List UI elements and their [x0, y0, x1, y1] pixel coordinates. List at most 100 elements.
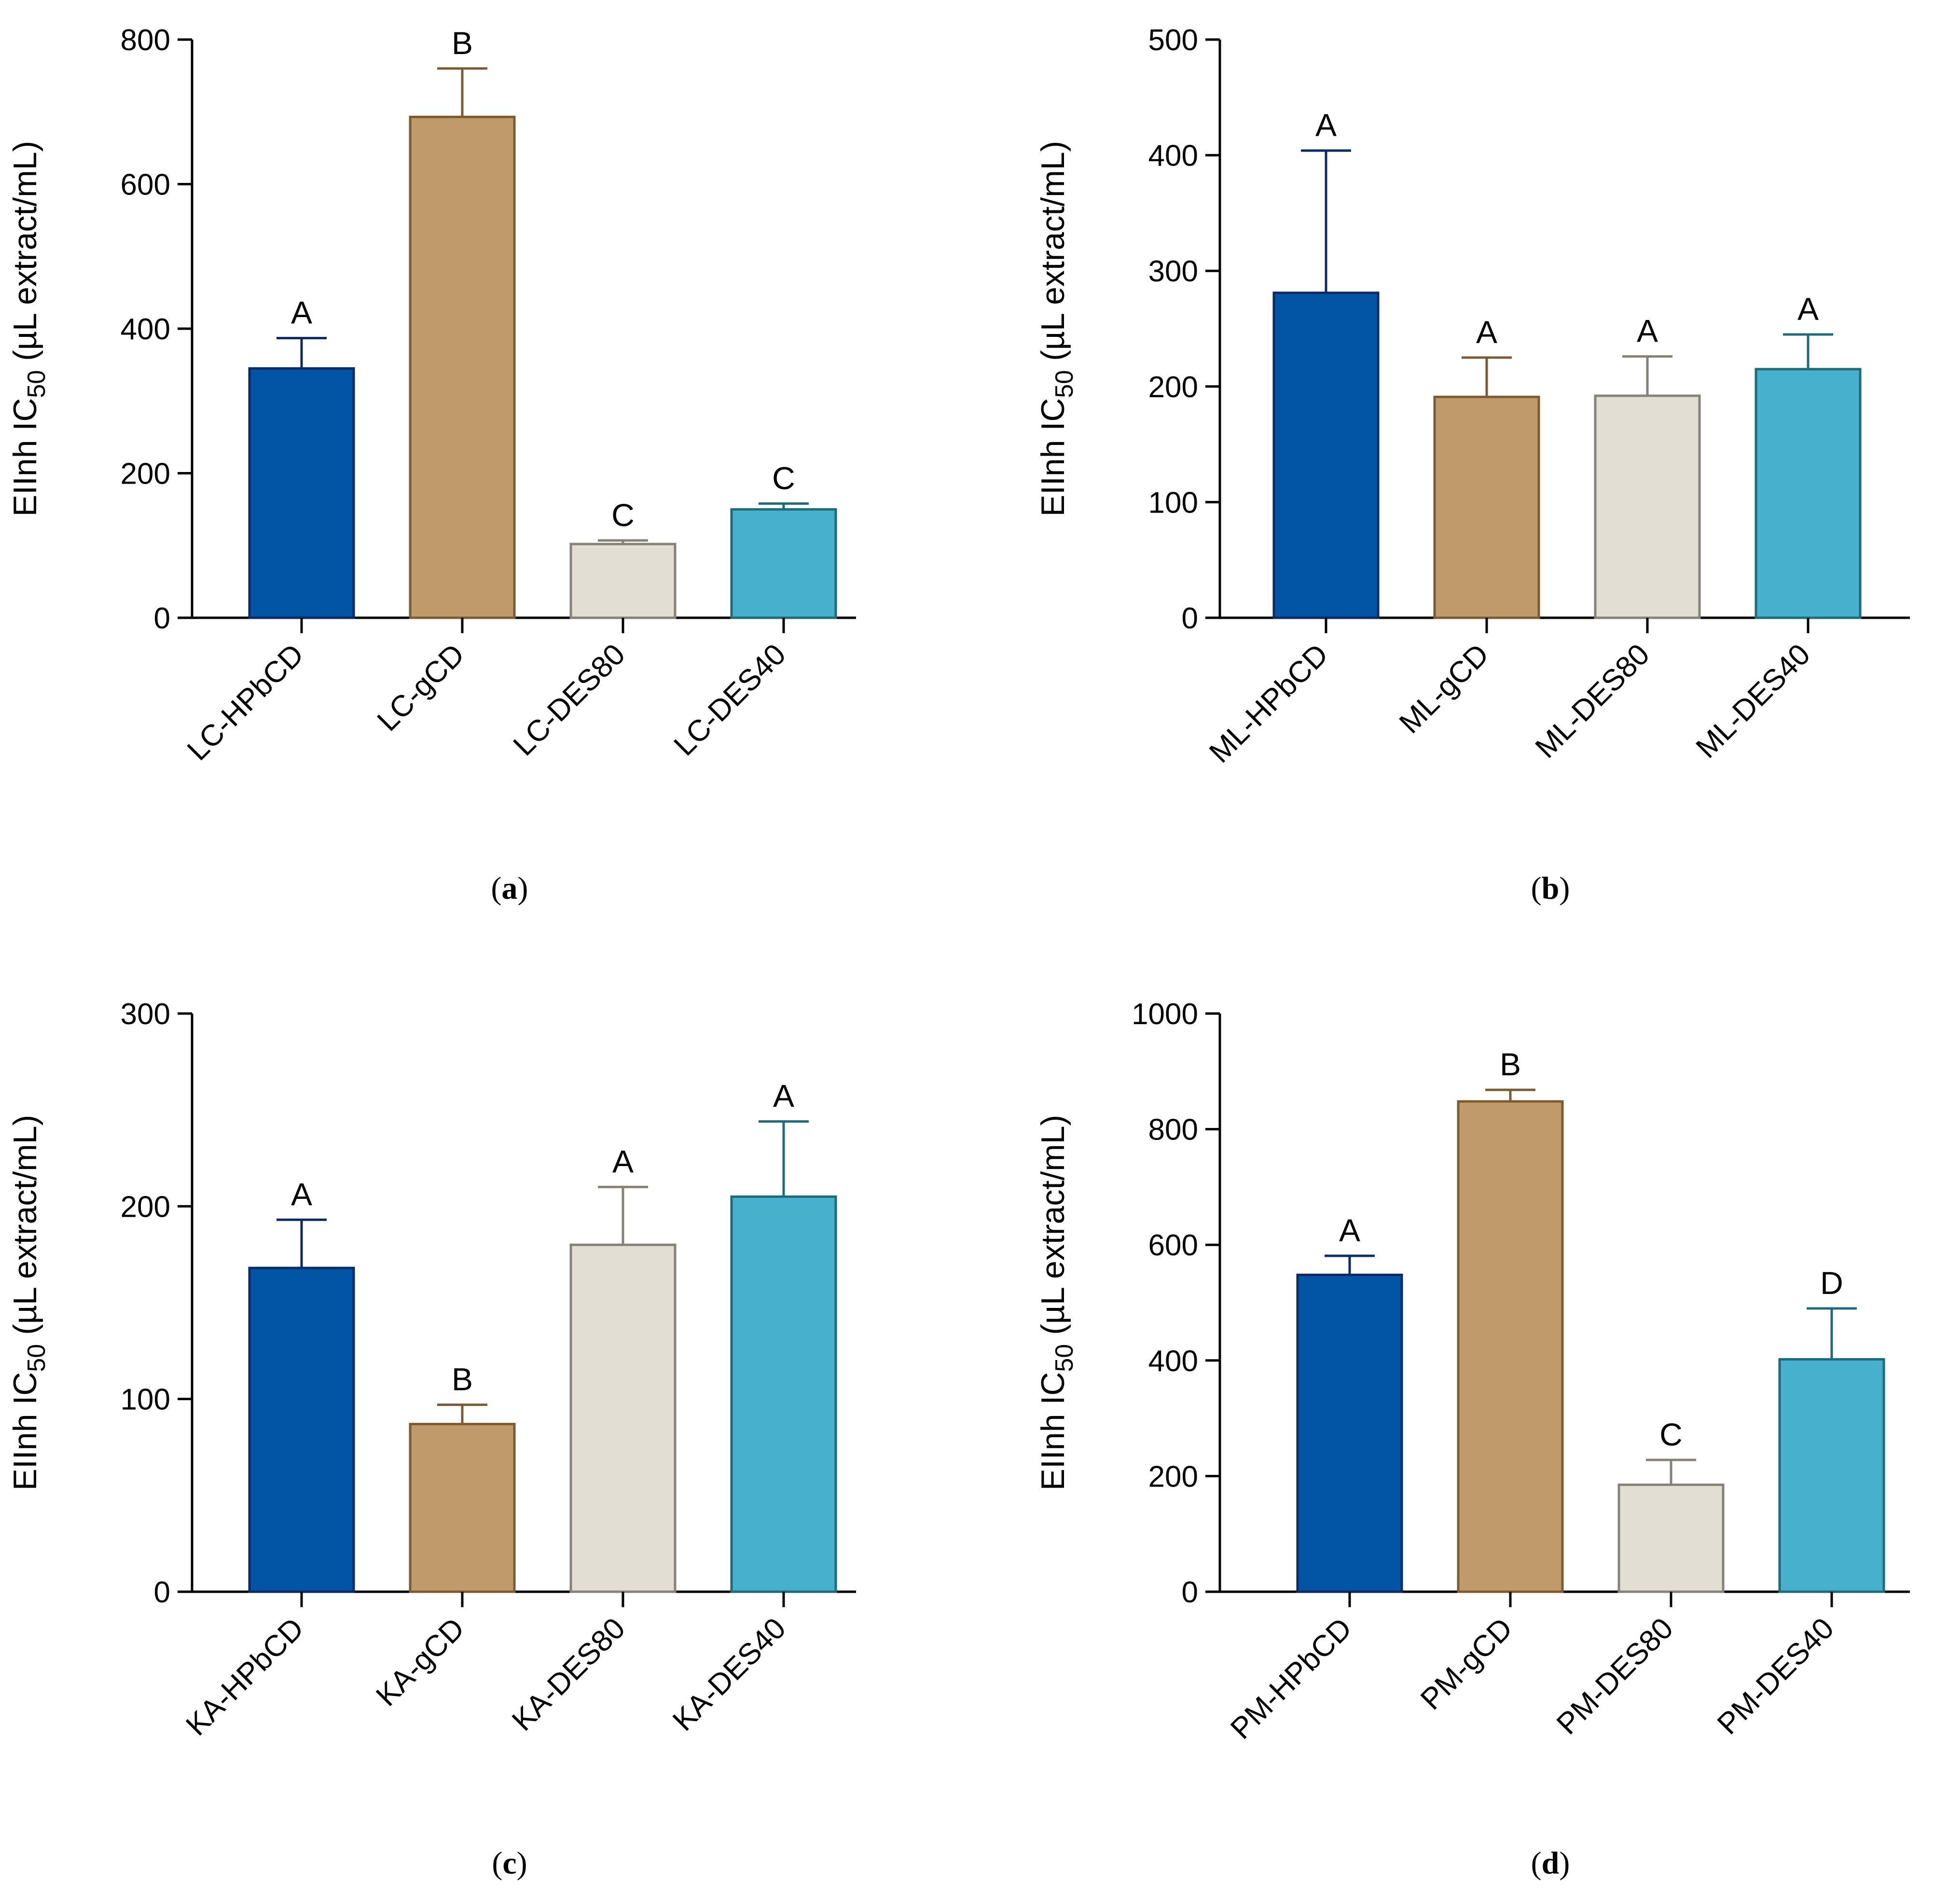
y-axis-label: EIInh IC50 (µL extract/mL)	[7, 141, 51, 517]
y-axis-label-main: EIInh IC	[1035, 1372, 1071, 1491]
y-tick-label: 200	[121, 458, 170, 491]
x-tick-label: ML-gCD	[1393, 638, 1495, 740]
panel-label-close: )	[518, 871, 528, 906]
significance-letter: C	[1659, 1417, 1683, 1452]
y-tick-label: 600	[1148, 1229, 1198, 1262]
significance-letter: D	[1820, 1265, 1843, 1301]
panel-label-letter: b	[1542, 871, 1560, 906]
significance-letter: B	[452, 1362, 473, 1397]
bar	[730, 1195, 837, 1593]
x-tick-label: PM-gCD	[1414, 1612, 1519, 1716]
bar	[409, 1423, 516, 1593]
panel-label: (c)	[492, 1846, 527, 1881]
x-tick-label: LC-HPbCD	[181, 638, 310, 767]
y-tick-label: 400	[1148, 139, 1198, 173]
bar	[1755, 368, 1862, 619]
y-tick-label: 100	[1148, 486, 1198, 519]
x-tick-label: KA-gCD	[370, 1612, 471, 1713]
y-tick-label: 300	[121, 998, 170, 1031]
bar	[569, 542, 677, 619]
bar	[1296, 1273, 1403, 1593]
bar	[1457, 1100, 1564, 1593]
y-axis-label-unit: (µL extract/mL)	[7, 1115, 43, 1344]
y-axis-label-subscript: 50	[1050, 1344, 1078, 1372]
significance-letter: A	[773, 1078, 794, 1114]
y-tick-label: 500	[1148, 24, 1198, 57]
y-tick-label: 0	[1182, 1576, 1198, 1609]
x-tick-label: ML-HPbCD	[1203, 638, 1335, 769]
panel-label-letter: d	[1542, 1846, 1560, 1881]
panel-label: (d)	[1531, 1846, 1570, 1881]
bar	[569, 1243, 677, 1593]
y-tick-label: 400	[1148, 1345, 1198, 1378]
x-tick-label: KA-DES80	[506, 1612, 632, 1737]
y-tick-label: 800	[1148, 1113, 1198, 1147]
chart-panel-a: 0 200 400 600 800 EIInh IC50 (µL extract/mL) A…	[7, 24, 856, 906]
y-tick-label: 600	[121, 168, 170, 202]
significance-letter: C	[772, 460, 795, 496]
y-tick-label: 400	[121, 313, 170, 346]
significance-letter: C	[611, 497, 635, 533]
bar	[409, 115, 516, 619]
panel-label: (b)	[1531, 871, 1570, 906]
panel-label-close: )	[517, 1846, 527, 1881]
y-axis-label-subscript: 50	[23, 1344, 51, 1372]
y-tick-label: 200	[1148, 371, 1198, 404]
x-tick-label: ML-DES80	[1529, 638, 1656, 764]
significance-letter: A	[291, 294, 312, 330]
y-axis-label-unit: (µL extract/mL)	[7, 141, 43, 370]
y-tick-label: 100	[121, 1383, 170, 1417]
panel-label-open: (	[492, 1846, 502, 1881]
y-axis-label-unit: (µL extract/mL)	[1035, 1115, 1071, 1344]
panel-label-close: )	[1559, 871, 1570, 906]
chart-panel-d: 0 200 400 600 800 1000 EIInh IC50 (µL extract/…	[1035, 998, 1910, 1881]
x-tick-label: ML-DES40	[1690, 638, 1817, 764]
bar	[1272, 292, 1380, 619]
chart-panel-b: 0 100 200 300 400 500 EIInh IC50 (µL extract/m…	[1035, 24, 1910, 906]
x-tick-label: KA-HPbCD	[180, 1612, 310, 1742]
y-tick-label: 0	[154, 602, 170, 635]
bar	[1617, 1483, 1725, 1593]
panel-label-letter: c	[502, 1846, 516, 1881]
significance-letter: A	[291, 1176, 312, 1212]
bar	[730, 508, 837, 619]
significance-letter: A	[1339, 1212, 1360, 1248]
panel-label-open: (	[491, 871, 502, 906]
bar	[248, 367, 355, 619]
y-axis-label: EIInh IC50 (µL extract/mL)	[1035, 141, 1078, 517]
x-tick-label: KA-DES40	[666, 1612, 792, 1737]
significance-letter: A	[612, 1143, 634, 1179]
y-tick-label: 200	[121, 1190, 170, 1223]
panel-label-close: )	[1559, 1846, 1570, 1881]
panel-label-open: (	[1531, 871, 1542, 906]
significance-letter: A	[1797, 291, 1819, 327]
bar	[1594, 394, 1701, 619]
y-axis-label-unit: (µL extract/mL)	[1035, 141, 1071, 370]
y-axis-label-main: EIInh IC	[7, 1372, 43, 1491]
bar	[1778, 1358, 1885, 1593]
y-axis-label-subscript: 50	[23, 370, 51, 398]
chart-panel-c: 0 100 200 300 EIInh IC50 (µL extract/mL) A KA-…	[7, 998, 856, 1881]
significance-letter: B	[452, 25, 473, 61]
x-tick-label: PM-DES40	[1711, 1612, 1840, 1741]
y-tick-label: 200	[1148, 1460, 1198, 1493]
y-axis-label-main: EIInh IC	[1035, 398, 1071, 517]
significance-letter: A	[1476, 314, 1497, 350]
y-tick-label: 1000	[1132, 998, 1198, 1031]
significance-letter: A	[1637, 313, 1658, 349]
significance-letter: B	[1500, 1046, 1521, 1082]
y-tick-label: 0	[154, 1576, 170, 1609]
x-tick-label: PM-HPbCD	[1224, 1612, 1358, 1746]
y-axis-label-main: EIInh IC	[7, 398, 43, 517]
panel-label-letter: a	[502, 871, 518, 906]
panel-label-open: (	[1531, 1846, 1542, 1881]
y-axis-label-subscript: 50	[1050, 370, 1078, 398]
panel-label: (a)	[491, 871, 528, 906]
x-tick-label: LC-DES40	[668, 638, 792, 762]
x-tick-label: PM-DES80	[1550, 1612, 1680, 1741]
bar	[1433, 395, 1540, 619]
x-tick-label: LC-gCD	[371, 638, 471, 737]
y-tick-label: 300	[1148, 255, 1198, 288]
bar	[248, 1266, 355, 1593]
